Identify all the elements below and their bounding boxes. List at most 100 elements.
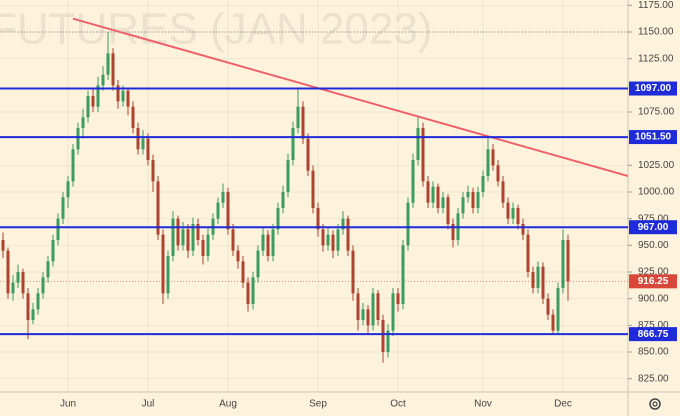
candle-body [206,234,210,256]
candle-body [366,309,370,326]
candle-body [316,208,320,230]
y-tick-label: 875.00 [638,320,669,331]
candle-body [306,138,310,171]
candle-body [451,224,455,240]
trendline [72,17,628,177]
candle-body [271,229,275,256]
candle-body [476,192,480,208]
candle-body [1,240,5,251]
candle-body [111,53,115,86]
candle-body [371,293,375,326]
candle-body [236,250,240,262]
candle-body [261,234,265,251]
candle-body [311,170,315,208]
candle-body [6,250,10,294]
candle-body [266,234,270,256]
candle-body [401,245,405,304]
candle-body [506,202,510,219]
candle-body [441,197,445,208]
candle-body [256,250,260,278]
candle-body [46,261,50,278]
last-price-label: 916.25 [638,276,669,287]
candle-body [121,90,125,102]
candle-body [541,266,545,299]
candle-body [76,128,80,150]
candle-body [221,192,225,203]
candle-body [361,309,365,320]
candle-body [56,218,60,240]
settings-icon[interactable] [649,398,661,410]
candle-body [511,208,515,219]
candle-body [516,208,520,224]
candle-body [226,192,230,230]
candle-body [346,218,350,251]
x-tick-label: Oct [390,399,406,410]
level-label: 967.00 [638,222,669,233]
candle-body [246,282,250,304]
candle-body [196,224,200,240]
candle-body [281,192,285,208]
candle-body [461,197,465,214]
candle-body [556,288,560,331]
gear[interactable] [649,398,661,410]
candle-body [131,106,135,128]
candle-body [356,293,360,320]
candle-body [406,202,410,246]
candle-body [411,160,415,203]
candle-body [71,149,75,182]
x-tick-label: Jun [60,399,76,410]
candle-body [296,106,300,128]
candle-body [136,128,140,150]
level-label: 1051.50 [635,132,672,143]
candle-body [51,240,55,262]
y-tick-label: 825.00 [638,373,669,384]
candle-body [181,229,185,246]
x-tick-label: Sep [309,399,327,410]
candle-body [341,218,345,230]
candle-body [436,186,440,208]
candle-body [331,234,335,251]
candle-body [496,165,500,182]
candle-body [471,192,475,208]
candle-body [146,138,150,160]
candle-body [466,192,470,198]
candle-body [16,272,20,283]
y-tick-label: 975.00 [638,213,669,224]
candle-body [21,272,25,294]
candle-body [286,160,290,192]
candle-body [386,330,390,352]
watermark: FUTURES (JAN 2023) [0,5,433,54]
candle-body [166,256,170,294]
candle-body [171,218,175,256]
candle-body [431,186,435,203]
candle-body [36,293,40,310]
y-tick-label: 1175.00 [638,0,674,11]
candle-body [531,272,535,288]
y-tick-label: 925.00 [638,267,669,278]
candle-body [376,293,380,320]
candle-body [186,229,190,251]
candle-body [486,149,490,176]
candle-body [81,117,85,128]
candle-body [156,181,160,235]
candle-body [161,234,165,294]
x-tick-label: Nov [474,399,492,410]
gear-hub[interactable] [652,401,658,407]
candle-body [351,250,355,294]
candle-body [396,293,400,304]
candle-body [336,229,340,251]
candle-body [151,160,155,182]
candle-body [481,176,485,192]
y-tick-label: 1150.00 [638,27,674,38]
y-tick-label: 950.00 [638,240,669,251]
candle-body [501,181,505,203]
candle-body [126,90,130,107]
last-price-box [629,274,677,289]
level-label-box [629,327,677,342]
candle-body [231,229,235,251]
x-tick-label: Aug [219,399,237,410]
candle-body [41,277,45,294]
